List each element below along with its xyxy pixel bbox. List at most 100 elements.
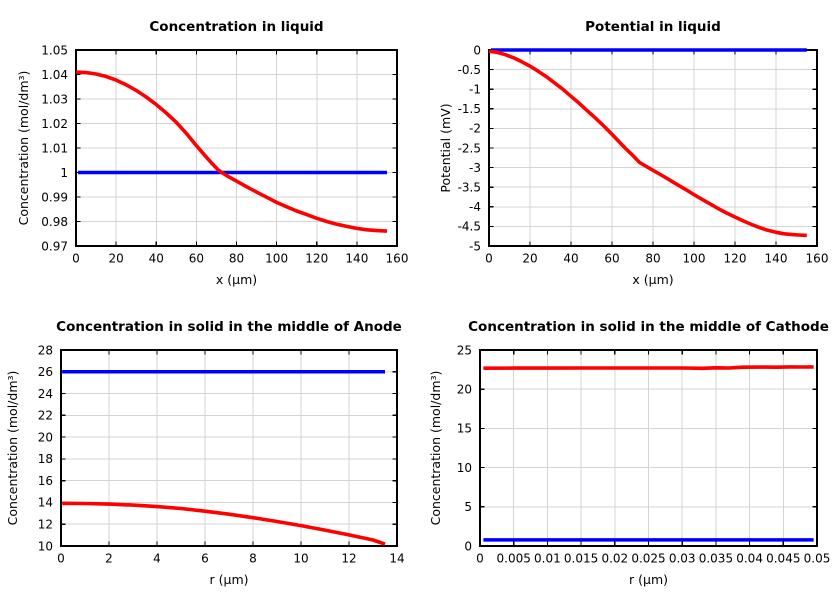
x-tick-label: 12 <box>341 552 356 566</box>
x-tick-label: 80 <box>645 252 660 266</box>
chart-concentration-solid-cathode: 0 0.005 0.01 0.015 0.02 0.025 0.03 0.035 0.04 0.0… <box>420 300 840 600</box>
y-tick-label: 24 <box>38 387 53 401</box>
x-tick-label: 0.03 <box>669 552 696 566</box>
x-tick-label: 60 <box>189 252 204 266</box>
y-tick-label: 0.98 <box>41 215 68 229</box>
y-tick-label: 5 <box>464 500 472 514</box>
x-tick-label: 120 <box>305 252 328 266</box>
x-tick-label: 140 <box>345 252 368 266</box>
y-tick-label: -3.5 <box>458 181 481 195</box>
series-profile <box>75 70 388 233</box>
x-tick-label: 100 <box>265 252 288 266</box>
x-tick-label: 0.015 <box>564 552 598 566</box>
y-tick-label: 0.99 <box>41 190 68 204</box>
y-tick-label: 1.04 <box>41 68 68 82</box>
y-tick-label: 0 <box>473 43 481 57</box>
x-tick-label: 0.04 <box>736 552 763 566</box>
x-tick-label: 20 <box>522 252 537 266</box>
y-tick-label: -4 <box>469 200 481 214</box>
x-tick-label: 120 <box>724 252 747 266</box>
x-tick-label: 0.045 <box>766 552 800 566</box>
y-tick-label: -0.5 <box>458 63 481 77</box>
x-axis-label: x (µm) <box>215 272 258 287</box>
x-tick-label: 160 <box>386 252 409 266</box>
y-tick-label: 1.01 <box>41 141 68 155</box>
y-axis-label: Concentration (mol/dm³) <box>4 370 20 526</box>
x-tick-label: 0.035 <box>699 552 733 566</box>
chart-potential-in-liquid: 0 20 40 60 80 100 120 140 160 -5 -4.5 -4 -3.5 -3 -2.5 -… <box>420 0 840 300</box>
series-profile <box>483 365 814 371</box>
x-tick-label: 10 <box>293 552 308 566</box>
x-axis-label: x (µm) <box>632 272 674 287</box>
x-tick-label: 20 <box>108 252 123 266</box>
x-tick-label: 40 <box>149 252 164 266</box>
y-tick-label: 12 <box>38 518 53 532</box>
y-tick-label: 20 <box>38 430 53 444</box>
y-tick-label: 14 <box>38 496 53 510</box>
x-tick-label: 0.025 <box>631 552 665 566</box>
series-profile <box>488 49 807 238</box>
x-tick-label: 0.01 <box>534 552 561 566</box>
y-tick-label: 18 <box>38 452 53 466</box>
y-tick-label: 0.97 <box>41 239 68 253</box>
y-tick-label: -2.5 <box>458 141 481 155</box>
x-tick-label: 14 <box>389 552 404 566</box>
y-tick-label: -2 <box>469 122 481 136</box>
y-tick-label: 16 <box>38 474 53 488</box>
y-tick-label: 26 <box>38 365 53 379</box>
y-tick-label: 28 <box>38 343 53 357</box>
chart-title: Concentration in solid in the middle of … <box>56 319 402 335</box>
x-tick-label: 0.05 <box>804 552 831 566</box>
concentration-solid-cathode-plot-area: 0 0.005 0.01 0.015 0.02 0.025 0.03 0.035 0.04 0.0… <box>457 343 831 566</box>
chart-title: Potential in liquid <box>585 19 721 35</box>
x-tick-label: 80 <box>229 252 244 266</box>
y-tick-label: 10 <box>457 461 472 475</box>
y-tick-label: -3 <box>469 161 481 175</box>
y-tick-label: -5 <box>469 239 481 253</box>
y-tick-label: 25 <box>457 343 472 357</box>
plot-frame <box>479 349 818 547</box>
y-tick-label: 22 <box>38 409 53 423</box>
plot-frame <box>75 49 398 247</box>
x-tick-label: 160 <box>806 252 829 266</box>
x-tick-label: 0 <box>485 252 493 266</box>
series-profile <box>62 501 386 546</box>
concentration-in-liquid-plot-area: 0 20 40 60 80 100 120 140 160 0.97 0.98 0.99 1 1.01 1.… <box>41 43 409 266</box>
chart-title: Concentration in liquid <box>149 19 324 35</box>
chart-concentration-in-liquid: 0 20 40 60 80 100 120 140 160 0.97 0.98 0.99 1 1.01 1.… <box>0 0 420 300</box>
x-tick-label: 60 <box>604 252 619 266</box>
y-tick-label: 1.02 <box>41 117 68 131</box>
potential-in-liquid-plot-area: 0 20 40 60 80 100 120 140 160 -5 -4.5 -4 -3.5 -3 -2.5 -… <box>458 43 829 266</box>
chart-title: Concentration in solid in the middle of … <box>468 319 829 335</box>
y-axis-label: Concentration (mol/dm³) <box>427 370 443 526</box>
x-tick-label: 4 <box>153 552 161 566</box>
y-tick-label: 1 <box>60 166 68 180</box>
x-tick-label: 0 <box>72 252 80 266</box>
x-tick-label: 8 <box>249 552 257 566</box>
x-tick-label: 100 <box>683 252 706 266</box>
x-tick-label: 6 <box>201 552 209 566</box>
y-tick-label: 20 <box>457 383 472 397</box>
x-tick-label: 0 <box>476 552 484 566</box>
y-axis-label: Potential (mV) <box>437 103 453 193</box>
plot-frame <box>60 349 398 547</box>
y-tick-label: -4.5 <box>458 220 481 234</box>
x-tick-label: 0 <box>57 552 65 566</box>
chart-concentration-solid-anode: 0 2 4 6 8 10 12 14 10 12 14 16 18 20 22 24 26 28 Concentr… <box>0 300 420 600</box>
x-tick-label: 2 <box>105 552 113 566</box>
y-tick-label: 1.03 <box>41 92 68 106</box>
x-tick-label: 0.005 <box>497 552 531 566</box>
y-tick-label: 0 <box>464 539 472 553</box>
x-axis-label: r (µm) <box>209 572 249 587</box>
x-tick-label: 0.02 <box>601 552 628 566</box>
y-axis-label: Concentration (mol/dm³) <box>15 70 31 226</box>
y-tick-label: 10 <box>38 539 53 553</box>
x-axis-label: r (µm) <box>629 572 668 587</box>
y-tick-label: 1.05 <box>41 43 68 57</box>
y-tick-label: -1.5 <box>458 102 481 116</box>
x-tick-label: 140 <box>765 252 788 266</box>
x-tick-label: 40 <box>563 252 578 266</box>
y-tick-label: -1 <box>469 83 481 97</box>
